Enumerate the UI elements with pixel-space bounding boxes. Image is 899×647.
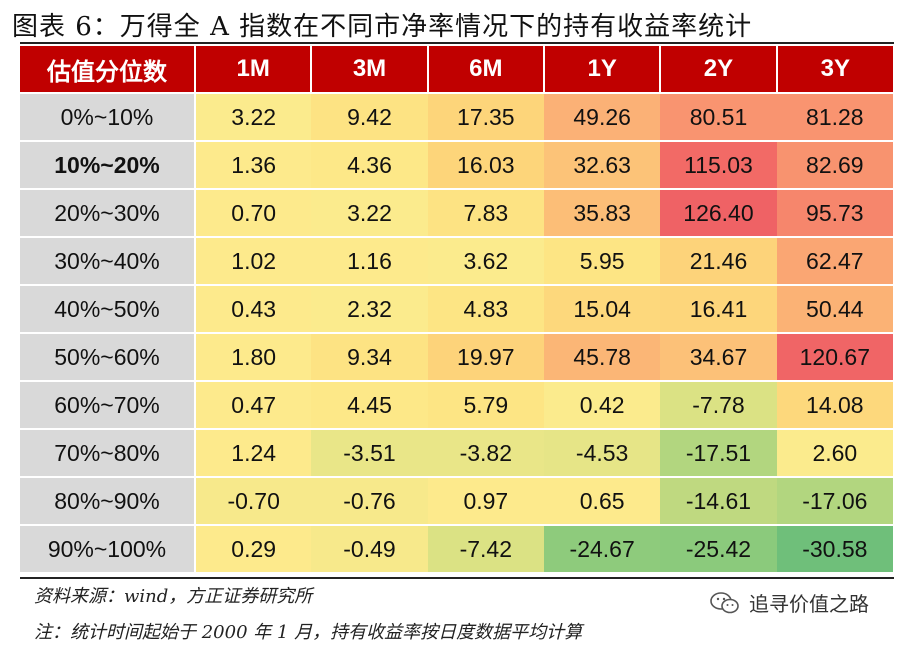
row-label: 60%~70% [20,381,196,430]
table-cell: 16.03 [427,141,544,190]
table-cell: -7.42 [427,525,544,574]
row-label: 90%~100% [20,525,196,574]
table-cell: 1.36 [195,141,312,190]
table-cell: 1.02 [195,237,312,286]
table-cell: 95.73 [776,189,893,238]
table-cell: 5.95 [543,237,661,286]
watermark: 追寻价值之路 [709,588,869,617]
row-label: 50%~60% [20,333,196,382]
header-row: 估值分位数 1M 3M 6M 1Y 2Y 3Y [20,46,893,94]
table-cell: -3.51 [311,429,428,478]
return-table: 估值分位数 1M 3M 6M 1Y 2Y 3Y 0%~10% 3.22 9.42 17… [20,46,893,574]
table-cell: 3.22 [311,189,428,238]
table-cell: 32.63 [543,141,661,190]
table-cell: 1.24 [195,429,312,478]
table-cell: 126.40 [660,189,777,238]
table-row: 0%~10% 3.22 9.42 17.35 49.26 80.51 81.28 [20,93,893,142]
table-row: 10%~20% 1.36 4.36 16.03 32.63 115.03 82.69 [20,141,893,190]
table-cell: 5.79 [427,381,544,430]
header-6m: 6M [426,46,544,94]
top-divider [20,42,894,44]
table-cell: 2.60 [776,429,893,478]
row-label: 30%~40% [20,237,196,286]
header-3m: 3M [310,46,428,94]
table-cell: -17.06 [776,477,893,526]
table-cell: 19.97 [427,333,544,382]
table-cell: -24.67 [543,525,661,574]
table-cell: 9.42 [311,93,428,142]
table-cell: -0.70 [195,477,312,526]
table-cell: 0.43 [195,285,312,334]
table-cell: 4.45 [311,381,428,430]
header-1m: 1M [193,46,312,94]
table-cell: -17.51 [660,429,777,478]
table-cell: -7.78 [660,381,777,430]
table-cell: -14.61 [660,477,777,526]
table-cell: 0.42 [543,381,661,430]
table-cell: 81.28 [776,93,893,142]
table-row: 20%~30% 0.70 3.22 7.83 35.83 126.40 95.73 [20,189,893,238]
table-cell: 80.51 [660,93,777,142]
table-cell: -0.49 [311,525,428,574]
table-row: 90%~100% 0.29 -0.49 -7.42 -24.67 -25.42 -30.58 [20,525,893,574]
row-label: 20%~30% [20,189,196,238]
table-cell: 15.04 [543,285,661,334]
row-label: 80%~90% [20,477,196,526]
table-row: 50%~60% 1.80 9.34 19.97 45.78 34.67 120.67 [20,333,893,382]
bottom-divider [20,577,894,579]
table-cell: 62.47 [776,237,893,286]
table-cell: 21.46 [660,237,777,286]
table-body: 0%~10% 3.22 9.42 17.35 49.26 80.51 81.28 10%~20… [20,93,893,574]
table-row: 80%~90% -0.70 -0.76 0.97 0.65 -14.61 -17.06 [20,477,893,526]
table-cell: -25.42 [660,525,777,574]
table-cell: 115.03 [660,141,777,190]
table-cell: 4.36 [311,141,428,190]
table-cell: 14.08 [776,381,893,430]
row-label: 10%~20% [20,141,196,190]
table-cell: 3.62 [427,237,544,286]
row-label: 40%~50% [20,285,196,334]
header-valuation-percentile: 估值分位数 [20,46,195,94]
table-cell: 50.44 [776,285,893,334]
table-cell: 45.78 [543,333,661,382]
row-label: 70%~80% [20,429,196,478]
table-cell: 16.41 [660,285,777,334]
table-cell: 2.32 [311,285,428,334]
table-row: 70%~80% 1.24 -3.51 -3.82 -4.53 -17.51 2.60 [20,429,893,478]
table-cell: -30.58 [776,525,893,574]
table-cell: 0.29 [195,525,312,574]
footnote: 注：统计时间起始于 2000 年 1 月，持有收益率按日度数据平均计算 [34,622,583,643]
table-cell: 0.97 [427,477,544,526]
table-cell: 1.16 [311,237,428,286]
page-title: 图表 6：万得全 A 指数在不同市净率情况下的持有收益率统计 [12,12,753,42]
table-cell: 0.65 [543,477,661,526]
table-cell: 7.83 [427,189,544,238]
wechat-icon [710,591,739,613]
table-cell: 82.69 [776,141,893,190]
table-row: 60%~70% 0.47 4.45 5.79 0.42 -7.78 14.08 [20,381,893,430]
table-cell: 3.22 [195,93,312,142]
source-note: 资料来源：wind，方正证券研究所 [34,586,313,607]
table-cell: 0.47 [195,381,312,430]
table-cell: 49.26 [543,93,661,142]
table-cell: -0.76 [311,477,428,526]
row-label: 0%~10% [20,93,196,142]
table-cell: 120.67 [776,333,893,382]
table-row: 40%~50% 0.43 2.32 4.83 15.04 16.41 50.44 [20,285,893,334]
table-cell: 17.35 [427,93,544,142]
table-cell: 4.83 [427,285,544,334]
table-cell: -3.82 [427,429,544,478]
table-row: 30%~40% 1.02 1.16 3.62 5.95 21.46 62.47 [20,237,893,286]
table-cell: 1.80 [195,333,312,382]
header-3y: 3Y [775,46,893,94]
table-cell: 0.70 [195,189,312,238]
header-1y: 1Y [542,46,661,94]
watermark-text: 追寻价值之路 [749,592,869,616]
table-cell: 9.34 [311,333,428,382]
header-2y: 2Y [659,46,777,94]
table-cell: -4.53 [543,429,661,478]
table-cell: 34.67 [660,333,777,382]
table-cell: 35.83 [543,189,661,238]
